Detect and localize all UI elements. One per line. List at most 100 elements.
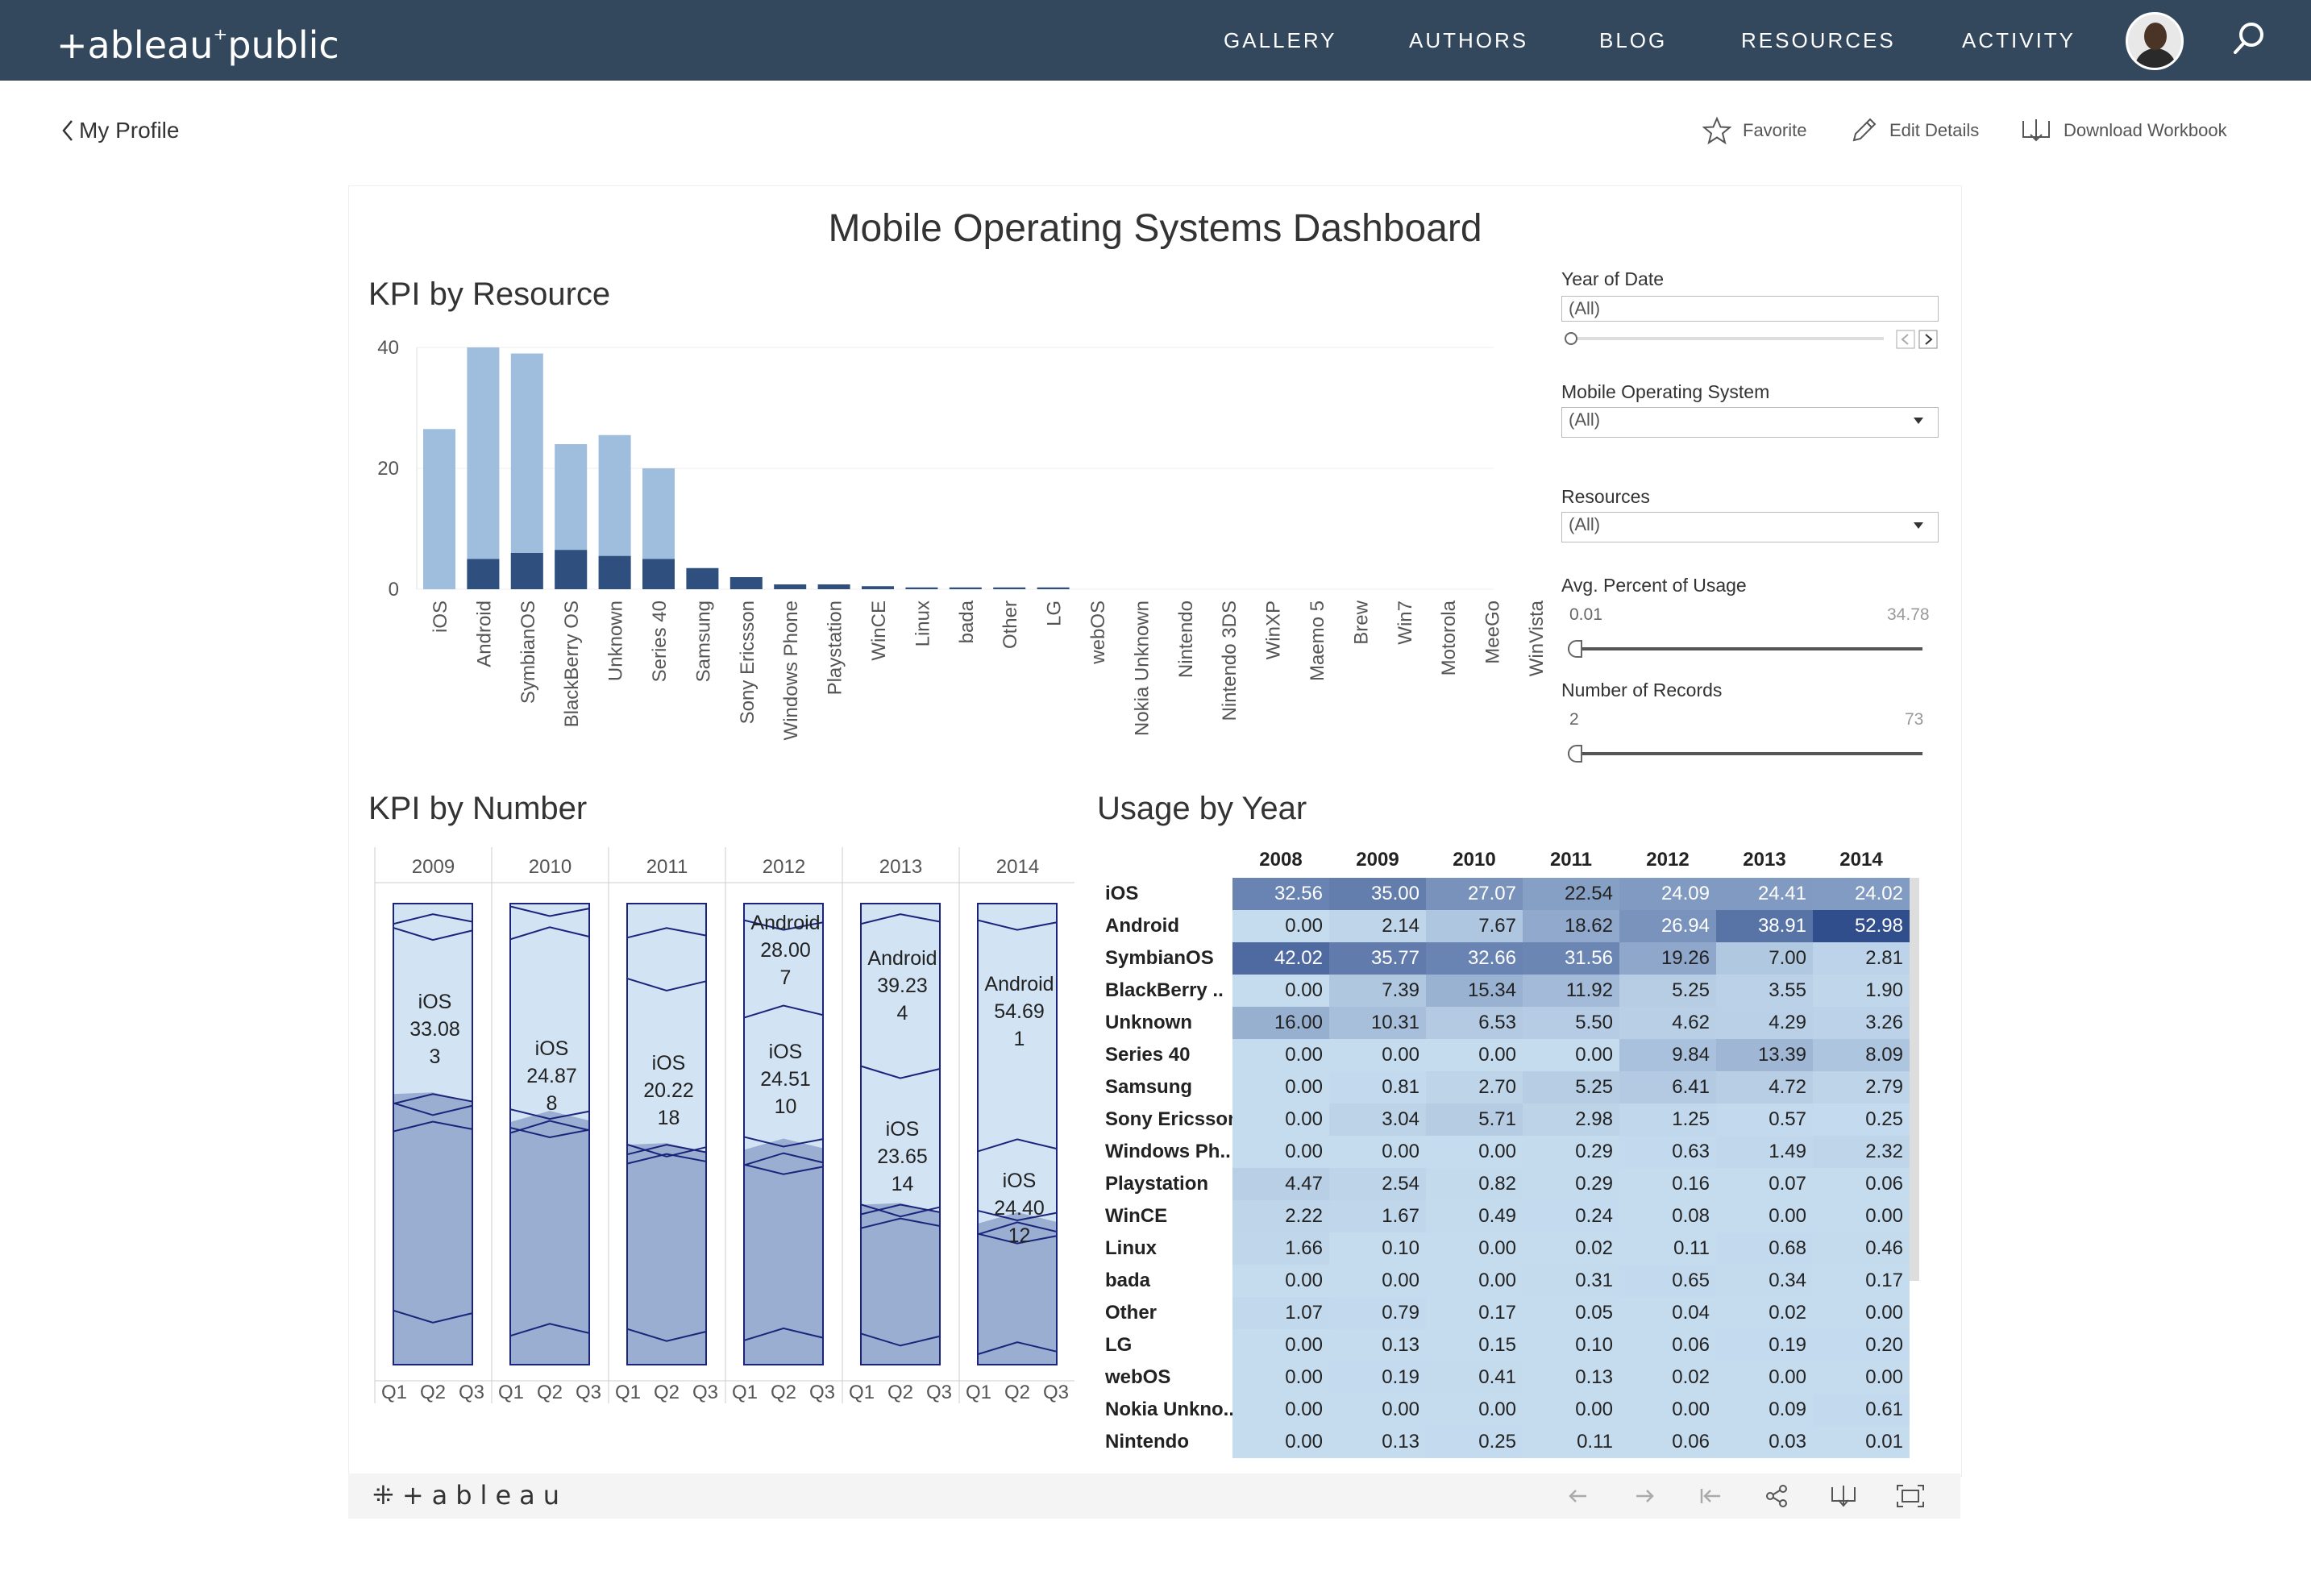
table-cell[interactable]: 0.13 [1329,1329,1426,1361]
table-cell[interactable]: 0.24 [1523,1200,1619,1232]
table-cell[interactable]: 0.09 [1716,1394,1813,1426]
table-cell[interactable]: 27.07 [1426,878,1523,910]
table-cell[interactable]: 7.39 [1329,975,1426,1007]
table-cell[interactable]: 0.00 [1426,1265,1523,1297]
table-cell[interactable]: 0.11 [1619,1232,1716,1265]
table-cell[interactable]: 19.26 [1619,942,1716,975]
table-cell[interactable]: 1.90 [1813,975,1910,1007]
table-cell[interactable]: 31.56 [1523,942,1619,975]
table-row-label[interactable]: Android [1105,915,1179,937]
table-row-label[interactable]: Windows Ph.. [1105,1141,1231,1162]
table-row-label[interactable]: WinCE [1105,1205,1168,1227]
bar-segment[interactable] [729,577,763,589]
table-cell[interactable]: 2.79 [1813,1071,1910,1103]
table-row-label[interactable]: bada [1105,1270,1151,1291]
table-cell[interactable]: 0.13 [1523,1361,1619,1394]
download-icon[interactable] [1830,1483,1857,1509]
table-cell[interactable]: 0.00 [1426,1232,1523,1265]
table-cell[interactable]: 0.63 [1619,1136,1716,1168]
kpi-resource-bar-chart[interactable]: 0 20 40 iOS Android SymbianOS BlackBerry OS Unk… [349,323,1558,952]
table-cell[interactable]: 7.67 [1426,910,1523,942]
table-cell[interactable]: 4.29 [1716,1007,1813,1039]
table-row-label[interactable]: LG [1105,1334,1133,1356]
table-cell[interactable]: 0.00 [1426,1039,1523,1071]
table-cell[interactable]: 24.02 [1813,878,1910,910]
table-cell[interactable]: 0.00 [1232,1039,1329,1071]
table-cell[interactable]: 2.14 [1329,910,1426,942]
table-cell[interactable]: 1.49 [1716,1136,1813,1168]
area-band[interactable] [744,1138,823,1365]
table-cell[interactable]: 0.00 [1619,1394,1716,1426]
table-cell[interactable]: 0.10 [1523,1329,1619,1361]
table-row-label[interactable]: iOS [1105,883,1139,904]
table-cell[interactable]: 18.62 [1523,910,1619,942]
table-cell[interactable]: 0.29 [1523,1136,1619,1168]
fullscreen-icon[interactable] [1896,1483,1925,1509]
bar-segment[interactable] [817,584,850,589]
table-cell[interactable]: 2.32 [1813,1136,1910,1168]
table-cell[interactable]: 2.70 [1426,1071,1523,1103]
table-cell[interactable]: 5.50 [1523,1007,1619,1039]
table-cell[interactable]: 0.15 [1426,1329,1523,1361]
table-cell[interactable]: 0.02 [1619,1361,1716,1394]
table-cell[interactable]: 0.00 [1232,1136,1329,1168]
os-filter-dropdown[interactable]: (All) [1561,407,1939,438]
table-cell[interactable]: 0.00 [1716,1200,1813,1232]
area-band[interactable] [510,1111,589,1365]
table-cell[interactable]: 0.06 [1813,1168,1910,1200]
table-cell[interactable]: 6.53 [1426,1007,1523,1039]
table-cell[interactable]: 0.00 [1426,1136,1523,1168]
table-cell[interactable]: 0.00 [1426,1394,1523,1426]
bar-total[interactable] [510,353,543,590]
table-cell[interactable]: 0.02 [1716,1297,1813,1329]
table-cell[interactable]: 0.17 [1426,1297,1523,1329]
table-cell[interactable]: 8.09 [1813,1039,1910,1071]
table-cell[interactable]: 0.79 [1329,1297,1426,1329]
table-cell[interactable]: 0.00 [1232,1426,1329,1458]
table-cell[interactable]: 2.22 [1232,1200,1329,1232]
table-cell[interactable]: 0.11 [1523,1426,1619,1458]
usage-table[interactable]: 2008 2009 2010 2011 2012 2013 2014 iOS 32.56 35.0… [1097,846,1951,1476]
revert-icon[interactable] [1698,1483,1723,1509]
back-to-profile-link[interactable]: My Profile [61,118,179,143]
bar-segment[interactable] [1037,587,1070,589]
table-cell[interactable]: 0.00 [1232,975,1329,1007]
table-cell[interactable]: 0.20 [1813,1329,1910,1361]
table-cell[interactable]: 3.04 [1329,1103,1426,1136]
table-cell[interactable]: 2.98 [1523,1103,1619,1136]
table-row-label[interactable]: Linux [1105,1237,1157,1259]
table-scrollbar[interactable] [1910,878,1919,1281]
table-cell[interactable]: 0.00 [1232,1265,1329,1297]
table-cell[interactable]: 0.57 [1716,1103,1813,1136]
bar-segment[interactable] [862,586,894,589]
table-cell[interactable]: 42.02 [1232,942,1329,975]
table-cell[interactable]: 6.41 [1619,1071,1716,1103]
table-cell[interactable]: 1.67 [1329,1200,1426,1232]
table-cell[interactable]: 3.55 [1716,975,1813,1007]
table-cell[interactable]: 0.81 [1329,1071,1426,1103]
table-cell[interactable]: 0.34 [1716,1265,1813,1297]
table-cell[interactable]: 0.00 [1232,1071,1329,1103]
table-row-label[interactable]: SymbianOS [1105,947,1214,969]
table-row-label[interactable]: Playstation [1105,1173,1209,1195]
table-cell[interactable]: 38.91 [1716,910,1813,942]
download-workbook-button[interactable]: Download Workbook [2020,116,2227,145]
bar-segment[interactable] [642,559,675,590]
table-cell[interactable]: 0.82 [1426,1168,1523,1200]
area-band[interactable] [393,1092,472,1365]
table-cell[interactable]: 0.49 [1426,1200,1523,1232]
table-row-label[interactable]: Sony Ericsson [1105,1108,1232,1130]
table-row-label[interactable]: Nintendo [1105,1431,1189,1453]
table-cell[interactable]: 5.25 [1523,1071,1619,1103]
area-band[interactable] [978,1212,1057,1365]
bar-segment[interactable] [774,584,807,589]
table-cell[interactable]: 4.72 [1716,1071,1813,1103]
table-cell[interactable]: 0.00 [1523,1394,1619,1426]
table-cell[interactable]: 0.25 [1426,1426,1523,1458]
table-cell[interactable]: 13.39 [1716,1039,1813,1071]
table-cell[interactable]: 0.00 [1813,1200,1910,1232]
table-cell[interactable]: 0.00 [1232,910,1329,942]
table-cell[interactable]: 0.01 [1813,1426,1910,1458]
table-cell[interactable]: 0.00 [1716,1361,1813,1394]
bar-segment[interactable] [905,587,938,589]
